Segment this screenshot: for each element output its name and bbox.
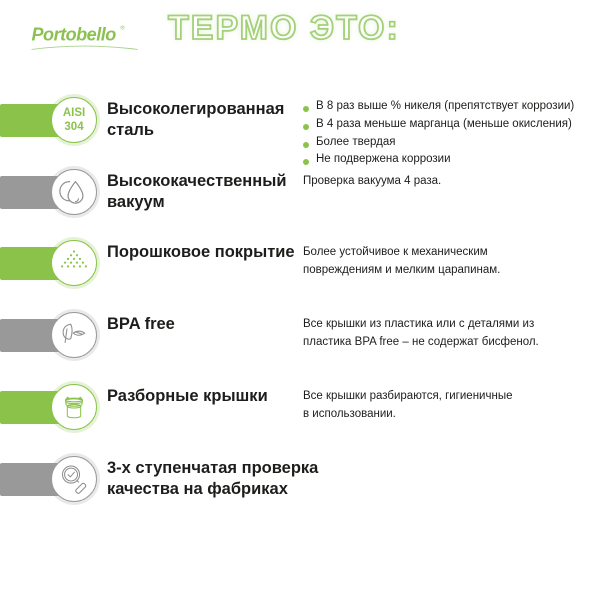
svg-text:Portobello: Portobello xyxy=(32,24,117,44)
svg-text:®: ® xyxy=(120,24,125,31)
